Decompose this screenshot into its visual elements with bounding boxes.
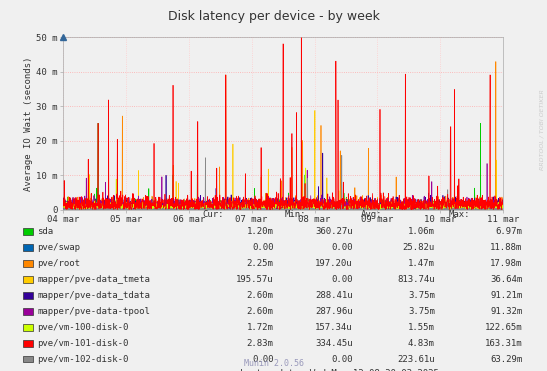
Text: sda: sda xyxy=(37,227,53,236)
Text: Disk latency per device - by week: Disk latency per device - by week xyxy=(167,10,380,23)
Text: 25.82u: 25.82u xyxy=(403,243,435,252)
Text: RRDTOOL / TOBI OETIKER: RRDTOOL / TOBI OETIKER xyxy=(539,89,544,170)
Text: pve/swap: pve/swap xyxy=(37,243,80,252)
Text: 36.64m: 36.64m xyxy=(490,275,522,284)
Text: 91.32m: 91.32m xyxy=(490,307,522,316)
Text: 197.20u: 197.20u xyxy=(315,259,353,268)
Text: 0.00: 0.00 xyxy=(252,355,274,364)
Text: 1.55m: 1.55m xyxy=(408,323,435,332)
Text: mapper/pve-data_tdata: mapper/pve-data_tdata xyxy=(37,291,150,300)
Text: 334.45u: 334.45u xyxy=(315,339,353,348)
Text: pve/vm-101-disk-0: pve/vm-101-disk-0 xyxy=(37,339,129,348)
Text: 63.29m: 63.29m xyxy=(490,355,522,364)
Text: 0.00: 0.00 xyxy=(252,243,274,252)
Text: Min:: Min: xyxy=(284,210,306,219)
Text: 2.60m: 2.60m xyxy=(247,291,274,300)
Text: pve/vm-100-disk-0: pve/vm-100-disk-0 xyxy=(37,323,129,332)
Text: 163.31m: 163.31m xyxy=(485,339,522,348)
Text: 3.75m: 3.75m xyxy=(408,307,435,316)
Text: 0.00: 0.00 xyxy=(331,355,353,364)
Text: 1.47m: 1.47m xyxy=(408,259,435,268)
Text: 288.41u: 288.41u xyxy=(315,291,353,300)
Text: 1.06m: 1.06m xyxy=(408,227,435,236)
Text: 2.60m: 2.60m xyxy=(247,307,274,316)
Text: 2.83m: 2.83m xyxy=(247,339,274,348)
Text: pve/root: pve/root xyxy=(37,259,80,268)
Text: mapper/pve-data_tmeta: mapper/pve-data_tmeta xyxy=(37,275,150,284)
Text: 195.57u: 195.57u xyxy=(236,275,274,284)
Text: 1.72m: 1.72m xyxy=(247,323,274,332)
Text: mapper/pve-data-tpool: mapper/pve-data-tpool xyxy=(37,307,150,316)
Text: 157.34u: 157.34u xyxy=(315,323,353,332)
Text: 3.75m: 3.75m xyxy=(408,291,435,300)
Text: 813.74u: 813.74u xyxy=(397,275,435,284)
Text: 6.97m: 6.97m xyxy=(496,227,522,236)
Text: Cur:: Cur: xyxy=(202,210,224,219)
Text: 0.00: 0.00 xyxy=(331,243,353,252)
Text: Avg:: Avg: xyxy=(361,210,382,219)
Text: 17.98m: 17.98m xyxy=(490,259,522,268)
Text: pve/vm-102-disk-0: pve/vm-102-disk-0 xyxy=(37,355,129,364)
Text: Munin 2.0.56: Munin 2.0.56 xyxy=(243,359,304,368)
Text: 287.96u: 287.96u xyxy=(315,307,353,316)
Y-axis label: Average IO Wait (seconds): Average IO Wait (seconds) xyxy=(24,56,33,191)
Text: 223.61u: 223.61u xyxy=(397,355,435,364)
Text: 122.65m: 122.65m xyxy=(485,323,522,332)
Text: Max:: Max: xyxy=(449,210,470,219)
Text: 4.83m: 4.83m xyxy=(408,339,435,348)
Text: 2.25m: 2.25m xyxy=(247,259,274,268)
Text: 1.20m: 1.20m xyxy=(247,227,274,236)
Text: 91.21m: 91.21m xyxy=(490,291,522,300)
Text: 11.88m: 11.88m xyxy=(490,243,522,252)
Text: 0.00: 0.00 xyxy=(331,275,353,284)
Text: 360.27u: 360.27u xyxy=(315,227,353,236)
Text: Last update: Wed Mar 12 08:30:03 2025: Last update: Wed Mar 12 08:30:03 2025 xyxy=(240,369,439,371)
